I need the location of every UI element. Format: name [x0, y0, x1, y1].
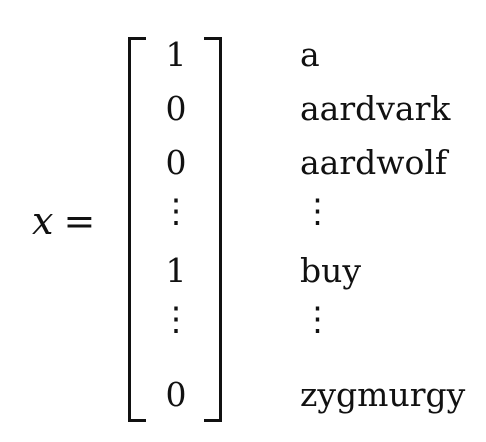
vector-ellipsis: ⋮: [159, 191, 193, 230]
vector-ellipsis: ⋮: [159, 299, 193, 338]
vocab-label: zygmurgy: [300, 375, 466, 414]
vocab-label: aardvark: [300, 89, 451, 128]
vocab-label: a: [300, 35, 320, 74]
vector-entry: 0: [165, 143, 187, 182]
vocab-ellipsis: ⋮: [301, 299, 334, 338]
vector-entry: 0: [165, 375, 187, 414]
left-bracket: [128, 37, 146, 422]
vector-entry: 1: [165, 251, 187, 290]
equation-left-side: x =: [32, 202, 95, 240]
vector-entry: 1: [165, 35, 187, 74]
vector-entry: 0: [165, 89, 187, 128]
vocab-ellipsis: ⋮: [301, 191, 334, 230]
vocab-label: aardwolf: [300, 143, 448, 182]
variable-x: x: [32, 199, 54, 243]
equals-sign: =: [63, 199, 96, 243]
right-bracket: [204, 37, 222, 422]
vocab-label: buy: [300, 251, 362, 290]
